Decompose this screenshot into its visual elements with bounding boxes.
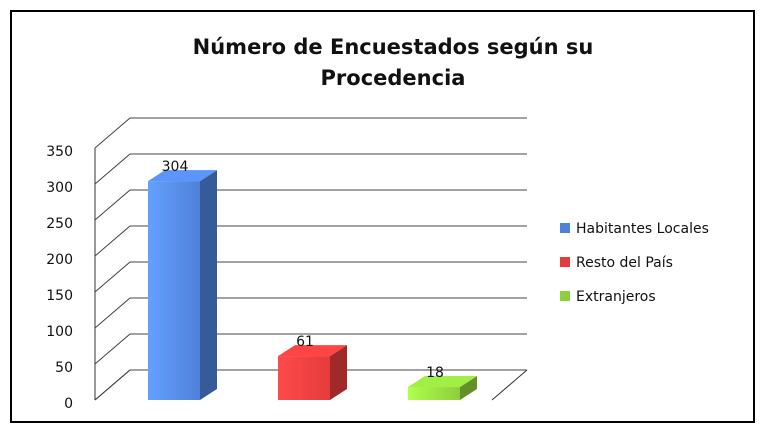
y-tick-label: 200	[46, 252, 73, 268]
legend-swatch	[560, 223, 570, 233]
bar	[278, 356, 330, 400]
grid-line	[94, 153, 527, 185]
y-tick-label: 0	[64, 396, 73, 412]
chart-frame	[10, 10, 755, 423]
y-tick-label: 250	[46, 216, 73, 232]
value-label: 18	[426, 365, 444, 381]
y-tick-label: 350	[46, 144, 73, 160]
y-tick-label: 50	[55, 360, 73, 376]
floor-edge	[491, 369, 528, 401]
legend-label: Resto del País	[576, 255, 673, 271]
grid-line	[94, 189, 527, 221]
grid-line	[94, 261, 527, 293]
legend-swatch	[560, 291, 570, 301]
bar-side	[460, 376, 477, 400]
y-tick-label: 100	[46, 324, 73, 340]
bar-top	[148, 170, 217, 182]
chart-title: Número de Encuestados según su Procedenc…	[192, 35, 594, 90]
y-tick-label: 300	[46, 180, 73, 196]
bar-top	[278, 345, 347, 357]
legend-label: Habitantes Locales	[576, 221, 709, 237]
legend-label: Extranjeros	[576, 289, 656, 305]
legend-swatch	[560, 257, 570, 267]
value-label: 304	[162, 159, 189, 175]
bar-side	[330, 345, 347, 400]
grid-line	[94, 369, 527, 401]
y-tick-label: 150	[46, 288, 73, 304]
grid-line	[94, 297, 527, 329]
bar-top	[408, 376, 477, 388]
bar-side	[200, 170, 217, 400]
value-label: 61	[296, 334, 314, 350]
grid-line	[94, 225, 527, 257]
bar	[408, 387, 460, 400]
grid-line	[94, 333, 527, 365]
grid-line	[94, 117, 527, 149]
bar	[148, 181, 200, 400]
